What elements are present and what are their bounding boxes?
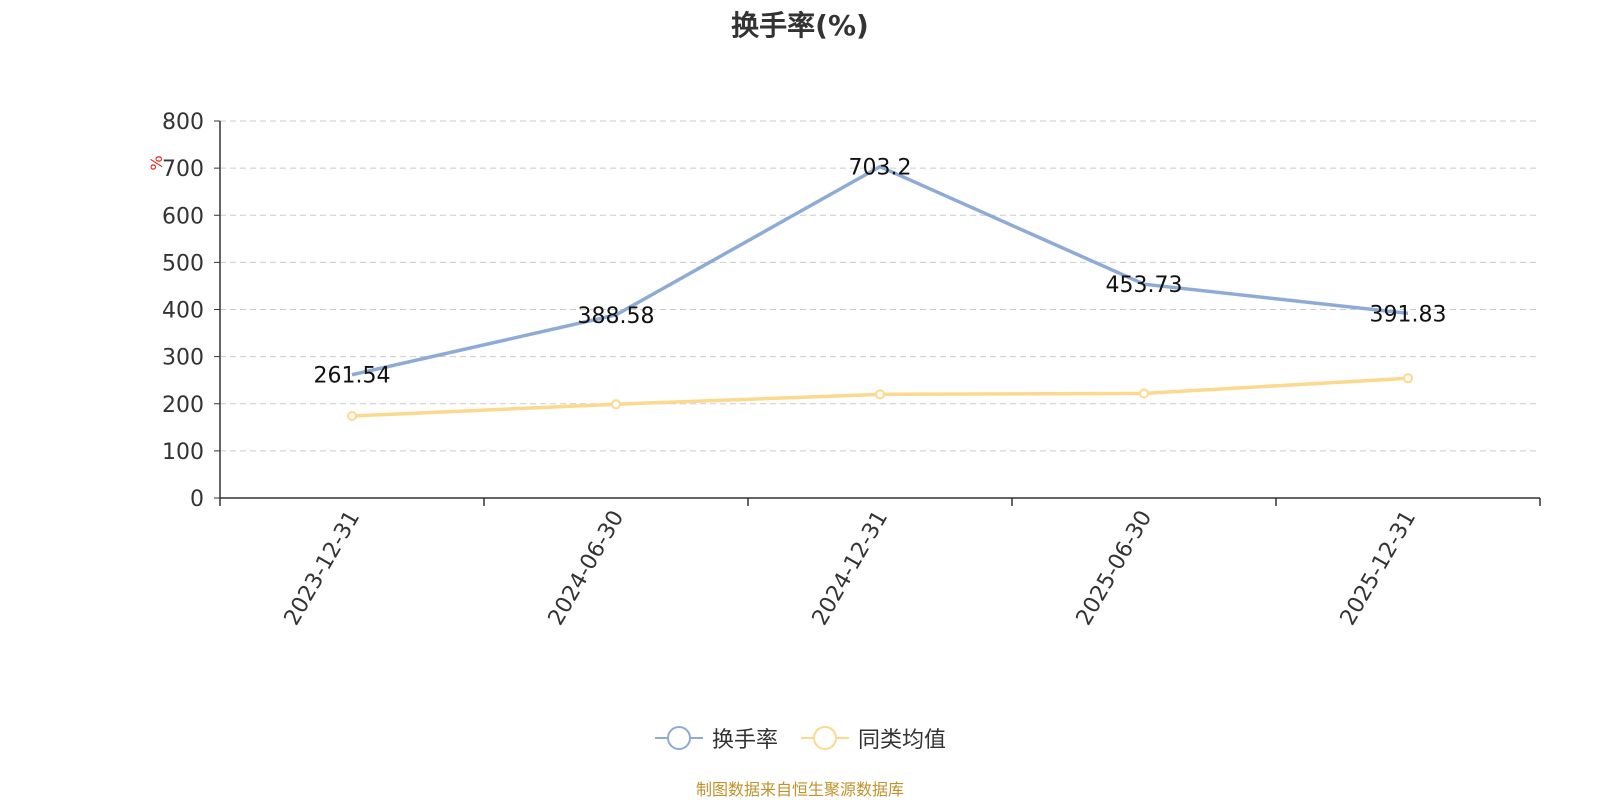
y-tick-label: 0 [190, 487, 204, 512]
chart-title: 换手率(%) [731, 9, 869, 42]
data-labels: 261.54 388.58 703.2 453.73 391.83 [314, 156, 1447, 389]
y-tick-label: 100 [162, 440, 204, 465]
x-tick-label: 2024-12-31 [808, 507, 894, 630]
x-tick-label: 2025-06-30 [1072, 507, 1158, 630]
data-point [875, 389, 885, 400]
x-tick-label: 2025-12-31 [1336, 507, 1422, 630]
data-point [1139, 388, 1149, 399]
legend-item-turnover[interactable]: 换手率 [654, 722, 778, 754]
data-label: 391.83 [1370, 302, 1447, 327]
legend-line-circle-icon [801, 726, 849, 750]
series-line-turnover [351, 164, 1409, 377]
series-lines [347, 164, 1413, 422]
legend-line-circle-icon [654, 726, 703, 750]
grid-lines [220, 120, 1540, 452]
y-tick-label: 400 [162, 299, 204, 324]
y-tick-label: 700 [162, 157, 204, 182]
data-label: 388.58 [578, 304, 655, 329]
data-point [347, 411, 357, 422]
y-tick-label: 200 [162, 393, 204, 418]
data-point [611, 399, 621, 410]
y-tick-label: 800 [162, 110, 204, 135]
x-tick-label: 2024-06-30 [544, 507, 630, 630]
y-tick-label: 600 [162, 204, 204, 229]
legend: 换手率 同类均值 [0, 722, 1600, 754]
x-tick-label: 2023-12-31 [280, 507, 366, 630]
data-label: 261.54 [314, 364, 391, 389]
y-tick-label: 300 [162, 346, 204, 371]
legend-item-peer-average[interactable]: 同类均值 [800, 722, 946, 754]
legend-label-turnover: 换手率 [711, 728, 778, 753]
legend-circle [666, 726, 691, 750]
y-tick-label: 500 [162, 251, 204, 276]
y-axis-label: % [147, 155, 166, 170]
data-label: 453.73 [1106, 273, 1183, 298]
legend-label-peer-average: 同类均值 [858, 728, 947, 753]
data-point [1403, 373, 1413, 384]
data-label: 703.2 [849, 156, 912, 181]
source-note: 制图数据来自恒生聚源数据库 [695, 780, 904, 799]
legend-circle [813, 726, 837, 750]
